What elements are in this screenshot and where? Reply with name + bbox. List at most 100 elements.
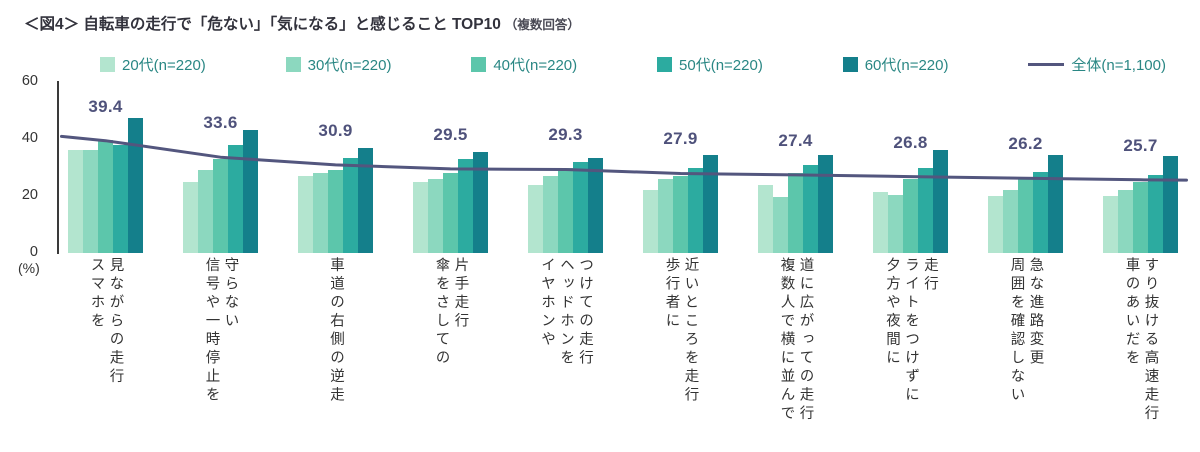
- bar: [988, 196, 1003, 253]
- chart-title-text: ＜図4＞ 自転車の走行で「危ない」「気になる」と感じること TOP10: [24, 16, 501, 33]
- overall-trend-line: [60, 134, 1188, 182]
- legend-swatch: [842, 57, 858, 72]
- bar: [98, 140, 113, 253]
- category-labels: スマホを 見ながらの走行 信号や一時停止を 守らない 車道の右側の逆走 傘をさしての …: [58, 257, 1188, 451]
- bar: [688, 167, 703, 253]
- bar: [528, 184, 543, 253]
- bar: [243, 130, 258, 253]
- bar-group: [1103, 82, 1178, 253]
- value-label: 39.4: [88, 96, 123, 116]
- overall-line: [60, 134, 1188, 182]
- chart-legend: 20代(n=220) 30代(n=220) 40代(n=220) 50代(n=220)…: [100, 54, 1166, 75]
- bar: [413, 181, 428, 253]
- bar: [1148, 174, 1163, 253]
- legend-label: 50代(n=220): [679, 57, 763, 74]
- bar: [213, 158, 228, 253]
- bar: [873, 191, 888, 253]
- legend-label: 30代(n=220): [307, 57, 392, 74]
- value-label: 33.6: [203, 113, 238, 133]
- legend-item: 30代(n=220): [285, 54, 392, 75]
- bar: [343, 157, 358, 253]
- bar: [198, 170, 213, 253]
- bar-group: [528, 82, 603, 253]
- bar: [128, 117, 143, 253]
- category-label: イヤホンや ヘッドホンを つけての走行: [539, 257, 593, 368]
- bar: [228, 144, 243, 253]
- legend-label: 20代(n=220): [122, 57, 206, 74]
- y-axis-tick: 20: [21, 187, 38, 203]
- bar: [643, 190, 658, 253]
- bar-group: [643, 82, 718, 253]
- bar: [588, 157, 603, 253]
- y-axis-line: [57, 81, 59, 254]
- bar: [818, 154, 833, 253]
- value-label: 25.7: [1123, 135, 1158, 155]
- plot-area: 39.4 33.6 30.9 29.5 29.3 27.9 27.4 26.8 26.2 25.7: [58, 82, 1188, 253]
- legend-item: 20代(n=220): [100, 54, 206, 75]
- bar: [358, 147, 373, 253]
- category-label: 夕方や夜間に ライトをつけずに 走行: [884, 257, 938, 405]
- bar: [1103, 196, 1118, 253]
- legend-swatch: [285, 57, 301, 72]
- y-axis-tick: 60: [21, 73, 38, 89]
- value-label: 29.5: [433, 124, 468, 144]
- category-label: 車のあいだを すり抜ける高速走行: [1123, 257, 1159, 424]
- category-label: 車道の右側の逆走: [328, 257, 344, 405]
- bar: [1033, 171, 1048, 253]
- bar: [328, 170, 343, 253]
- bar-group: [413, 82, 488, 253]
- legend-item: 60代(n=220): [842, 54, 949, 75]
- category-label: 歩行者に 近いところを走行: [663, 257, 699, 405]
- bar: [68, 150, 83, 253]
- value-label: 27.4: [778, 130, 813, 150]
- bar: [1003, 190, 1018, 253]
- value-label: 26.8: [893, 132, 928, 152]
- bar: [1118, 190, 1133, 253]
- bar-group: [758, 82, 833, 253]
- category-label: 周囲を確認しない 急な進路変更: [1008, 257, 1044, 405]
- y-axis-unit: (%): [18, 260, 40, 276]
- bar: [558, 167, 573, 253]
- legend-item-overall: 全体(n=1,100): [1028, 54, 1166, 75]
- bar: [473, 151, 488, 253]
- value-label: 29.3: [548, 125, 583, 145]
- value-label: 26.2: [1008, 134, 1043, 154]
- bar: [788, 173, 803, 253]
- bar-group: [183, 82, 258, 253]
- bar: [543, 176, 558, 253]
- category-label: 複数人で横に並んで 道に広がっての走行: [778, 257, 814, 424]
- bar: [658, 178, 673, 253]
- bar: [1133, 181, 1148, 253]
- bar: [903, 178, 918, 253]
- value-label: 30.9: [318, 120, 353, 140]
- bar: [803, 164, 818, 253]
- bar: [1018, 178, 1033, 253]
- bar-group: [873, 82, 948, 253]
- legend-label: 全体(n=1,100): [1071, 57, 1166, 74]
- bar: [298, 176, 313, 253]
- bar: [113, 144, 128, 253]
- y-axis-tick: 0: [29, 244, 38, 260]
- bar: [573, 161, 588, 253]
- bar: [428, 178, 443, 253]
- bar: [458, 158, 473, 253]
- legend-item: 50代(n=220): [657, 54, 763, 75]
- legend-line-swatch: [1028, 63, 1065, 66]
- legend-item: 40代(n=220): [471, 54, 577, 75]
- bar: [673, 176, 688, 253]
- bar: [758, 184, 773, 253]
- bar: [443, 173, 458, 253]
- y-axis: 0 20 40 60: [0, 73, 48, 260]
- bar: [313, 173, 328, 253]
- legend-swatch: [657, 57, 673, 72]
- legend-swatch: [471, 57, 487, 72]
- chart-title: ＜図4＞ 自転車の走行で「危ない」「気になる」と感じること TOP10 （複数回答…: [24, 12, 580, 34]
- bar: [83, 150, 98, 253]
- bar: [183, 181, 198, 253]
- bar-group: [68, 82, 143, 253]
- category-label: 信号や一時停止を 守らない: [203, 257, 239, 405]
- legend-swatch: [100, 57, 115, 72]
- chart-title-note: （複数回答）: [504, 18, 580, 32]
- bar-group: [298, 82, 373, 253]
